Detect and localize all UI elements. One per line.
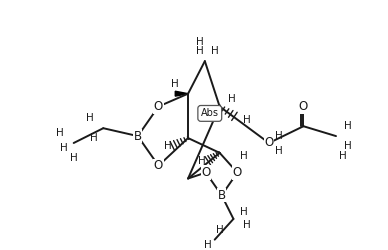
Text: H: H [216,225,223,235]
Text: H: H [86,113,94,123]
Text: O: O [154,159,163,172]
Text: H: H [196,38,204,48]
Text: H: H [243,115,251,125]
Polygon shape [175,91,188,96]
Text: O: O [201,166,210,179]
Text: H: H [275,146,283,156]
Text: B: B [134,130,142,142]
Text: O: O [233,166,242,179]
Text: H: H [275,131,283,141]
Text: Abs: Abs [201,108,219,118]
Text: H: H [228,94,236,104]
Text: H: H [344,121,352,131]
Text: H: H [211,46,218,56]
Text: H: H [241,151,248,161]
Text: H: H [56,128,64,138]
Text: H: H [198,156,206,166]
Text: O: O [154,100,163,113]
Text: H: H [70,153,78,163]
Text: H: H [196,46,204,56]
Text: H: H [165,141,172,151]
Text: H: H [344,141,352,151]
Text: H: H [204,240,212,250]
Text: O: O [299,100,308,113]
Text: B: B [218,189,226,202]
Text: H: H [90,133,97,143]
Text: O: O [264,136,274,149]
Text: H: H [339,151,347,161]
Text: H: H [60,143,68,153]
Text: H: H [243,220,251,230]
Text: H: H [241,207,248,217]
Text: H: H [171,79,179,89]
